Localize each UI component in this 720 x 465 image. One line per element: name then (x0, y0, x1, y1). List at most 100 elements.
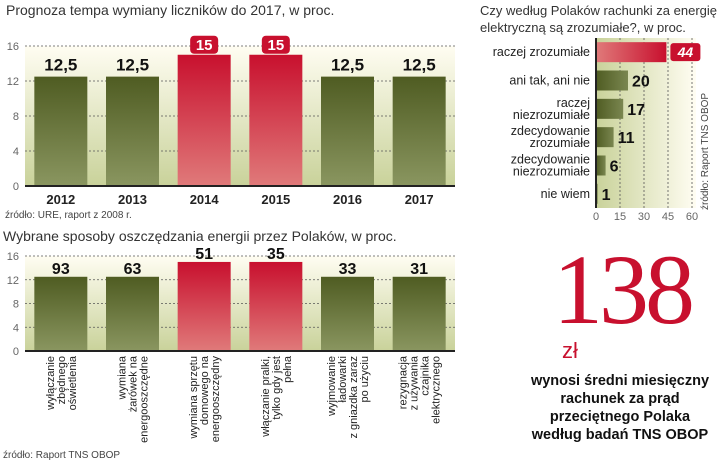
x-tick-label-line: z gniazdka zaraz (348, 356, 360, 439)
x-tick-label: wymiana żarówek na energooszczędne (117, 355, 151, 443)
bar (596, 127, 614, 148)
value-label: 93 (52, 261, 70, 278)
x-tick-label: 60 (686, 211, 698, 223)
bar (106, 76, 159, 186)
value-label: 15 (267, 37, 284, 54)
chart3: 0 15 30 45 60 44 raczej zrozumiałe 20 ani tak, a… (493, 38, 701, 223)
y-tick-label: zdecydowanie (511, 124, 590, 138)
x-tick-label: 15 (614, 211, 626, 223)
x-tick-label: włączanie pralki, tylko gdy jest pełna (260, 355, 294, 438)
x-tick-label-line: wymiana sprzętu (188, 356, 200, 440)
value-label: 12,5 (403, 56, 436, 75)
highlight-line: wynosi średni miesięczny (530, 373, 710, 389)
bar (34, 276, 88, 351)
bar (249, 261, 303, 351)
value-label: 12,5 (44, 56, 77, 75)
bar (596, 70, 628, 91)
highlight-line: przeciętnego Polaka (549, 409, 691, 425)
bar (392, 76, 446, 186)
bar (249, 54, 303, 186)
chart2-title: Wybrane sposoby oszczędzania energii prz… (3, 228, 397, 244)
value-label: 15 (196, 37, 213, 54)
x-tick-label-line: energooszczędne (139, 356, 151, 443)
chart2: 0 4 8 12 16 93 wyłączanie zbędnego oświetlenia 63… (7, 246, 455, 443)
y-tick-label: zdecydowanie (511, 153, 590, 167)
bar (596, 42, 667, 63)
y-tick-label: 16 (7, 251, 19, 263)
y-tick-label: 12 (7, 76, 19, 88)
bar (596, 98, 624, 119)
x-tick-label-line: wymiana (117, 355, 129, 400)
y-tick-label: 0 (13, 181, 19, 193)
x-tick-label: 2013 (118, 192, 147, 205)
x-tick-label-line: zbędnego (56, 356, 68, 404)
highlight-unit: zł (562, 338, 578, 363)
x-tick-label-line: oświetlenia (67, 355, 79, 410)
highlight-text: wynosi średni miesięczny rachunek za prą… (505, 372, 720, 444)
y-tick-label: 12 (7, 275, 19, 287)
x-tick-label-line: wyjmowanie (326, 356, 338, 417)
x-tick-label-line: tylko gdy jest (271, 356, 283, 420)
bar (321, 276, 374, 351)
x-tick-label: wymiana sprzętu domowego na energooszczędn… (188, 355, 222, 442)
bar (392, 276, 446, 351)
x-tick-label-line: domowego na (199, 355, 211, 425)
x-tick-label-line: po użyciu (359, 356, 371, 402)
value-label: 44 (677, 44, 694, 60)
x-tick-label-line: ładowarki (337, 356, 349, 402)
bar (34, 76, 88, 186)
x-tick-label: 2015 (261, 192, 290, 205)
bar (321, 76, 374, 186)
x-tick-label-line: wyłączanie (45, 356, 57, 411)
x-tick-label-line: rezygnacja (398, 355, 410, 409)
chart1-title: Prognoza tempa wymiany liczników do 2017… (6, 2, 335, 18)
value-badge (261, 35, 290, 54)
x-tick-label: wyłączanie zbędnego oświetlenia (45, 355, 79, 411)
bar (596, 155, 606, 176)
y-tick-label: raczej (557, 96, 590, 110)
highlight-line: według badań TNS OBOP (531, 427, 709, 443)
y-tick-label: raczej zrozumiałe (493, 45, 590, 59)
value-label: 51 (195, 246, 213, 263)
x-tick-label-line: włączanie pralki, (260, 356, 272, 438)
x-tick-label-line: pełna (282, 355, 294, 383)
chart2-source: źródło: Raport TNS OBOP (3, 450, 121, 461)
value-label: 1 (602, 187, 611, 204)
value-label: 35 (267, 246, 285, 263)
value-badge (670, 43, 701, 62)
x-tick-label: 2016 (333, 192, 362, 205)
value-label: 33 (339, 261, 357, 278)
value-label: 31 (410, 261, 428, 278)
bar (177, 261, 231, 351)
y-tick-label: nie wiem (541, 187, 590, 201)
value-label: 12,5 (331, 56, 364, 75)
y-tick-label: 16 (7, 41, 19, 53)
value-label: 63 (124, 261, 142, 278)
y-tick-label: 4 (13, 146, 19, 158)
value-label: 6 (610, 159, 619, 176)
x-tick-label: 30 (638, 211, 650, 223)
plot-background (596, 38, 696, 208)
x-tick-label: 45 (662, 211, 674, 223)
bar (106, 276, 159, 351)
value-label: 11 (618, 130, 635, 147)
x-tick-label: wyjmowanie ładowarki z gniazdka zaraz po uż… (326, 356, 371, 439)
bar (177, 54, 231, 186)
highlight-line: rachunek za prąd (560, 391, 680, 407)
chart3-title-line: elektryczną są zrozumiałe?, w proc. (480, 20, 686, 35)
highlight-number: 138 (553, 234, 695, 345)
x-tick-label: 2017 (405, 192, 434, 205)
x-tick-label: 2014 (190, 192, 220, 205)
x-tick-label-line: energooszczędny (210, 356, 222, 443)
x-tick-label: rezygnacja z używania czajnika elektryczneg… (398, 355, 443, 424)
y-tick-label: zrozumiałe (530, 136, 590, 150)
chart1-source: źródło: URE, raport z 2008 r. (5, 210, 132, 221)
value-badge (190, 35, 219, 54)
value-label: 12,5 (116, 56, 149, 75)
x-tick-label-line: z używania (409, 355, 421, 410)
plot-background (25, 256, 455, 351)
y-tick-label: niezrozumiałe (513, 108, 590, 122)
y-tick-label: niezrozumiałe (513, 165, 590, 179)
value-label: 20 (632, 74, 650, 91)
plot-background (25, 46, 455, 186)
